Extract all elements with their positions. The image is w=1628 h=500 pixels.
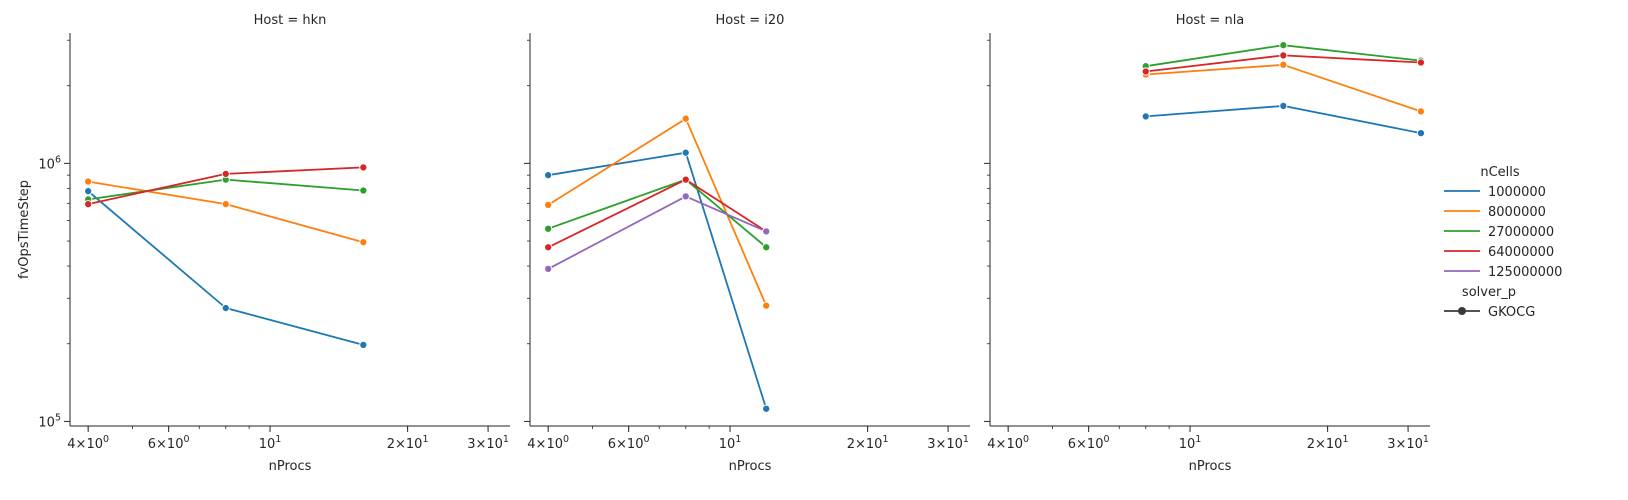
- x-tick-label: 101: [1179, 434, 1202, 452]
- x-tick-label: 3×101: [927, 434, 969, 452]
- data-point-1000000: [681, 148, 690, 157]
- data-point-8000000: [681, 114, 690, 123]
- data-point-64000000: [221, 169, 230, 178]
- series-line-8000000: [88, 180, 364, 244]
- legend-label: GKOCG: [1488, 305, 1535, 320]
- data-point-8000000: [762, 301, 771, 310]
- panel-title: Host = nla: [1176, 13, 1245, 28]
- series-line-125000000: [547, 195, 767, 270]
- data-point-8000000: [544, 200, 553, 209]
- x-tick-label: 4×100: [67, 434, 109, 452]
- legend-label: 64000000: [1488, 245, 1554, 260]
- legend-style-title: solver_p: [1462, 285, 1516, 300]
- data-point-64000000: [544, 243, 553, 252]
- legend-title: nCells: [1480, 165, 1520, 180]
- x-tick-label: 4×100: [527, 434, 569, 452]
- legend-style-marker: [1458, 307, 1466, 315]
- data-point-8000000: [221, 200, 230, 209]
- x-tick-label: 101: [719, 434, 742, 452]
- data-point-8000000: [1279, 60, 1288, 69]
- series-line-1000000: [1145, 105, 1422, 134]
- legend-label: 125000000: [1488, 265, 1562, 280]
- data-point-1000000: [1416, 129, 1425, 138]
- x-axis-title: nProcs: [269, 459, 312, 474]
- legend-label: 8000000: [1488, 205, 1546, 220]
- x-axis-title: nProcs: [1189, 459, 1232, 474]
- x-tick-label: 6×100: [148, 434, 190, 452]
- data-point-1000000: [221, 303, 230, 313]
- data-point-8000000: [1416, 107, 1425, 116]
- x-tick-label: 6×100: [1068, 434, 1110, 452]
- y-tick-label: 106: [38, 154, 61, 172]
- data-point-1000000: [762, 404, 771, 413]
- legend-label: 1000000: [1488, 185, 1546, 200]
- x-tick-label: 3×101: [1387, 434, 1429, 452]
- x-tick-label: 6×100: [608, 434, 650, 452]
- data-point-27000000: [359, 186, 368, 195]
- x-tick-label: 3×101: [467, 434, 509, 452]
- series-line-1000000: [87, 190, 364, 346]
- panel-title: Host = i20: [716, 13, 785, 28]
- data-point-64000000: [1416, 58, 1425, 67]
- data-point-64000000: [84, 200, 93, 209]
- data-point-64000000: [359, 163, 368, 172]
- data-point-8000000: [359, 238, 368, 247]
- data-point-1000000: [1141, 112, 1150, 121]
- series-line-1000000: [548, 151, 768, 409]
- y-tick-label: 105: [38, 412, 61, 430]
- panel-title: Host = hkn: [254, 13, 327, 28]
- x-tick-label: 2×101: [847, 434, 889, 452]
- data-point-125000000: [681, 192, 690, 201]
- data-point-1000000: [84, 187, 93, 196]
- x-tick-label: 4×100: [987, 434, 1029, 452]
- series-line-27000000: [547, 178, 767, 248]
- data-point-1000000: [359, 340, 368, 349]
- legend-label: 27000000: [1488, 225, 1554, 240]
- y-axis-title: fvOpsTimeStep: [17, 180, 32, 279]
- data-point-64000000: [681, 175, 690, 184]
- data-point-64000000: [1141, 67, 1150, 76]
- data-point-1000000: [1279, 101, 1288, 110]
- data-point-64000000: [1279, 51, 1288, 60]
- data-point-27000000: [1279, 41, 1288, 50]
- data-point-27000000: [544, 224, 553, 233]
- x-axis-title: nProcs: [729, 459, 772, 474]
- x-tick-label: 2×101: [1307, 434, 1349, 452]
- data-point-1000000: [544, 171, 553, 180]
- data-point-125000000: [544, 264, 553, 273]
- data-point-125000000: [762, 227, 771, 236]
- x-tick-label: 101: [259, 434, 282, 452]
- data-point-27000000: [762, 243, 771, 252]
- x-tick-label: 2×101: [387, 434, 429, 452]
- data-point-8000000: [84, 177, 93, 186]
